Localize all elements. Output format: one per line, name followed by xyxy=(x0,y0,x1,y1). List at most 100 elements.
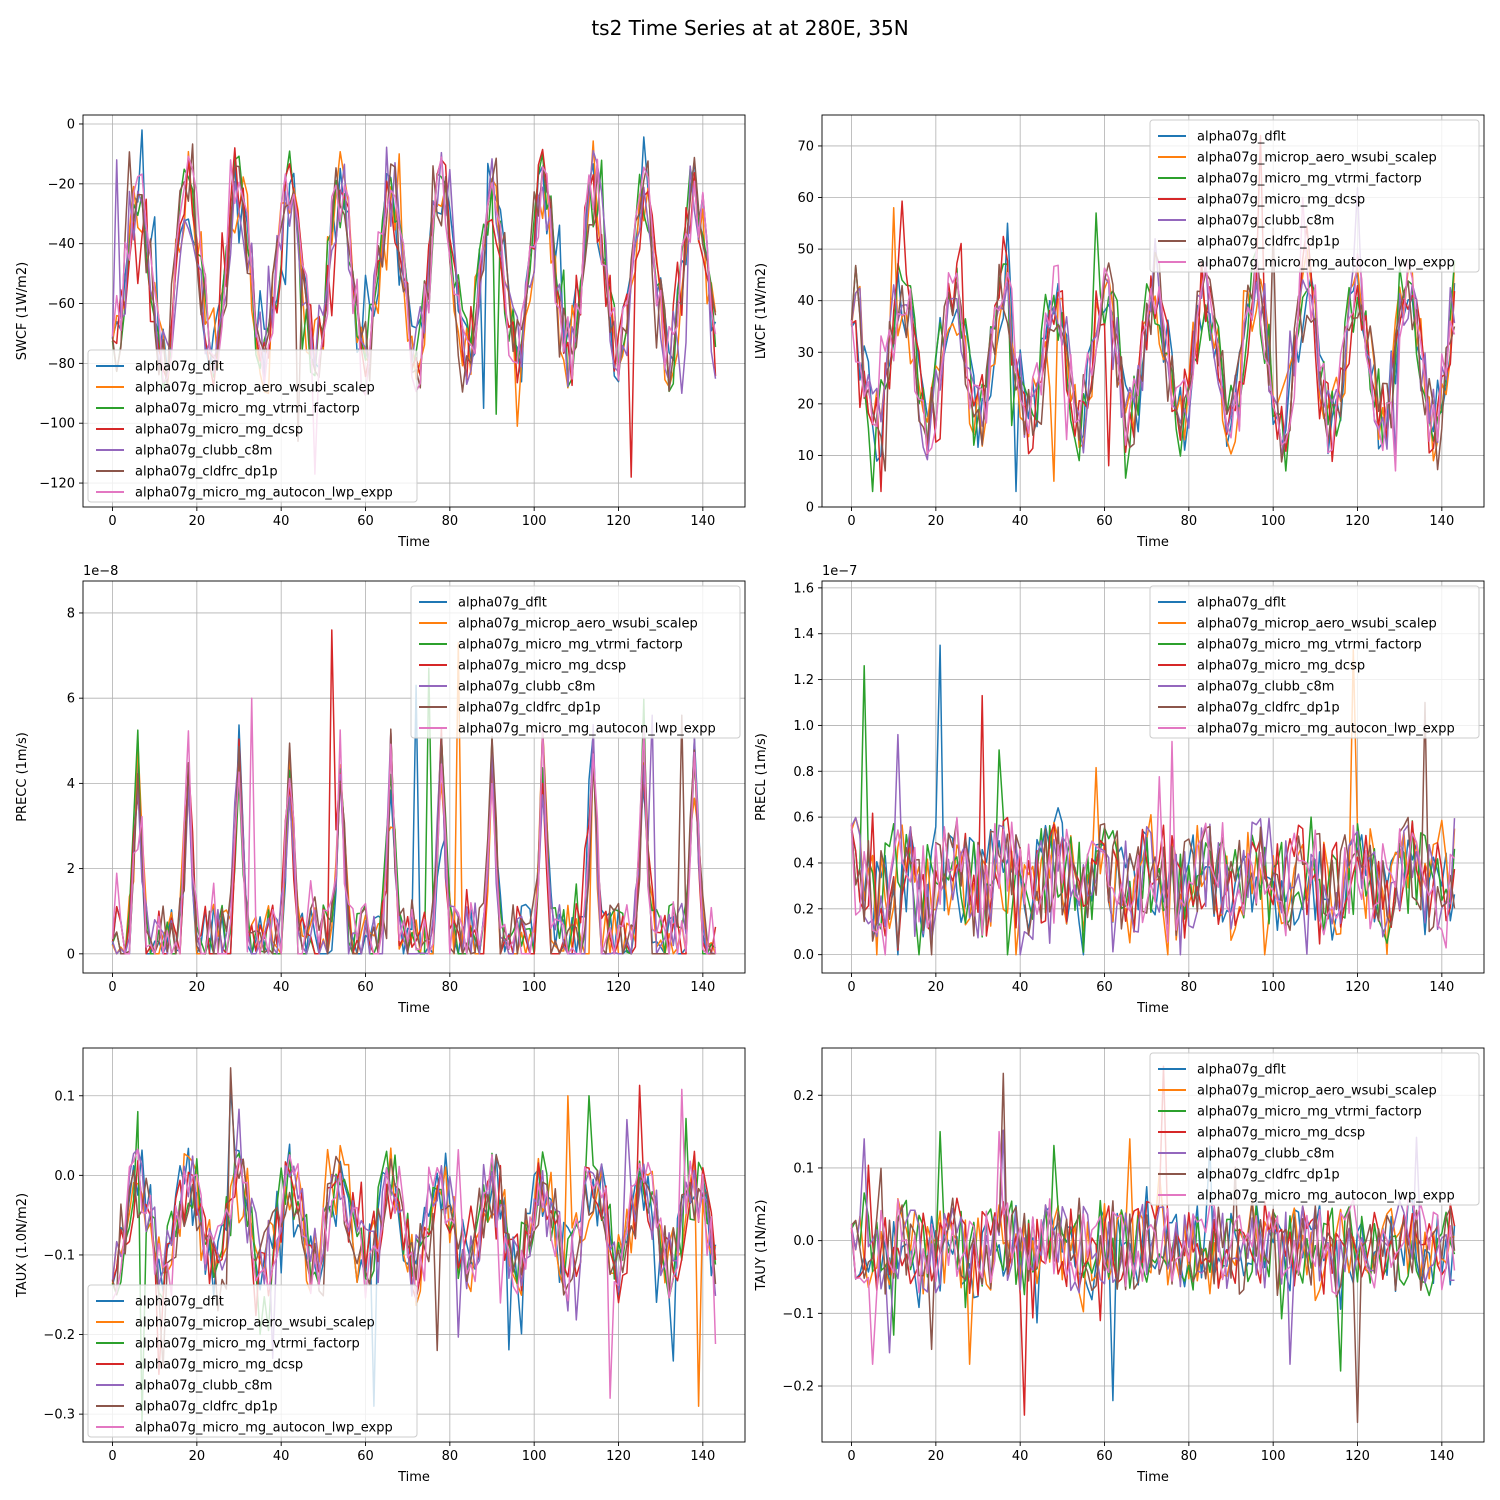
legend-label-alpha07g-clubb-c8m: alpha07g_clubb_c8m xyxy=(1197,1147,1334,1162)
legend-label-alpha07g-micro-mg-vtrmi-factorp: alpha07g_micro_mg_vtrmi_factorp xyxy=(135,1337,360,1352)
legend-label-alpha07g-microp-aero-wsubi-scalep: alpha07g_microp_aero_wsubi_scalep xyxy=(135,1316,375,1331)
legend: alpha07g_dflt alpha07g_microp_aero_wsubi_… xyxy=(1149,585,1480,739)
x-tick-label: 20 xyxy=(928,980,945,995)
legend-box xyxy=(87,1284,418,1438)
y-tick-label: 2 xyxy=(67,862,75,877)
y-axis-label: LWCF (1W/m2) xyxy=(754,263,769,359)
x-tick-label: 100 xyxy=(1261,1449,1286,1464)
x-tick-label: 60 xyxy=(357,980,374,995)
x-tick-label: 80 xyxy=(442,980,459,995)
x-axis-label: Time xyxy=(1136,1470,1169,1485)
x-tick-label: 140 xyxy=(1429,980,1454,995)
x-tick-label: 20 xyxy=(189,514,206,529)
series-line-alpha07g-micro-mg-vtrmi-factorp xyxy=(850,665,1456,956)
y-tick-label: 1.2 xyxy=(793,673,814,688)
legend-label-alpha07g-micro-mg-dcsp: alpha07g_micro_mg_dcsp xyxy=(1197,193,1365,208)
swcf-panel: 0 20 40 60 80 100 120 140 −120 −100 −80 −60 −40 −20 0 T… xyxy=(15,114,746,550)
legend-label-alpha07g-clubb-c8m: alpha07g_clubb_c8m xyxy=(1197,214,1334,229)
series-lines xyxy=(850,644,1456,956)
y-tick-label: 0.4 xyxy=(793,856,814,871)
y-tick-label: −120 xyxy=(39,477,75,492)
legend-label-alpha07g-micro-mg-vtrmi-factorp: alpha07g_micro_mg_vtrmi_factorp xyxy=(1197,638,1422,653)
axes-frame xyxy=(821,114,1485,508)
legend: alpha07g_dflt alpha07g_microp_aero_wsubi_… xyxy=(87,1284,418,1438)
taux-panel: 0 20 40 60 80 100 120 140 −0.3 −0.2 −0.1 0.0 0.1 Time… xyxy=(15,1047,746,1485)
precc-panel: 0 20 40 60 80 100 120 140 0 2 4 6 8 1e−8 Time PRECC (1m… xyxy=(15,564,746,1016)
y-tick-label: 0.2 xyxy=(793,902,814,917)
legend-label-alpha07g-micro-mg-dcsp: alpha07g_micro_mg_dcsp xyxy=(1197,1126,1365,1141)
x-tick-label: 100 xyxy=(522,980,547,995)
x-axis-label: Time xyxy=(1136,1001,1169,1016)
legend-box xyxy=(87,349,418,503)
x-tick-label: 0 xyxy=(108,1449,116,1464)
x-tick-label: 140 xyxy=(690,1449,715,1464)
x-tick-label: 0 xyxy=(847,1449,855,1464)
x-axis-label: Time xyxy=(1136,535,1169,550)
legend-label-alpha07g-cldfrc-dp1p: alpha07g_cldfrc_dp1p xyxy=(1197,235,1340,250)
legend-label-alpha07g-cldfrc-dp1p: alpha07g_cldfrc_dp1p xyxy=(135,1400,278,1415)
series-line-alpha07g-micro-mg-autocon-lwp-expp xyxy=(111,1088,717,1399)
legend-label-alpha07g-micro-mg-autocon-lwp-expp: alpha07g_micro_mg_autocon_lwp_expp xyxy=(458,722,716,737)
x-tick-label: 20 xyxy=(928,1449,945,1464)
legend-label-alpha07g-micro-mg-vtrmi-factorp: alpha07g_micro_mg_vtrmi_factorp xyxy=(1197,172,1422,187)
tauy-panel: 0 20 40 60 80 100 120 140 −0.2 −0.1 0.0 0.1 0.2 Time T… xyxy=(754,1047,1485,1485)
x-tick-label: 120 xyxy=(606,980,631,995)
series-line-alpha07g-cldfrc-dp1p xyxy=(111,714,716,955)
y-tick-label: 8 xyxy=(67,606,75,621)
y-tick-label: 20 xyxy=(797,397,814,412)
y-tick-label: 0.0 xyxy=(793,948,814,963)
x-tick-label: 0 xyxy=(847,980,855,995)
x-tick-label: 20 xyxy=(189,1449,206,1464)
y-axis-label: PRECL (1m/s) xyxy=(754,733,769,821)
legend-label-alpha07g-microp-aero-wsubi-scalep: alpha07g_microp_aero_wsubi_scalep xyxy=(458,617,698,632)
x-tick-label: 100 xyxy=(522,514,547,529)
y-tick-label: 4 xyxy=(67,777,75,792)
legend-label-alpha07g-micro-mg-dcsp: alpha07g_micro_mg_dcsp xyxy=(1197,659,1365,674)
x-tick-label: 120 xyxy=(1345,980,1370,995)
y-tick-label: −100 xyxy=(39,417,75,432)
precl-panel: 0 20 40 60 80 100 120 140 0.0 0.2 0.4 0.6 0.8 1.0 1.2 1… xyxy=(754,564,1485,1016)
y-tick-label: 1.0 xyxy=(793,719,814,734)
axes-frame xyxy=(821,1047,1485,1443)
legend-label-alpha07g-dflt: alpha07g_dflt xyxy=(1197,1063,1286,1078)
x-tick-label: 80 xyxy=(1181,1449,1198,1464)
legend-box xyxy=(410,585,741,739)
y-tick-label: 0.0 xyxy=(54,1169,75,1184)
x-tick-label: 40 xyxy=(1012,980,1029,995)
x-tick-label: 100 xyxy=(522,1449,547,1464)
y-tick-label: 0.1 xyxy=(793,1161,814,1176)
y-tick-label: 30 xyxy=(797,346,814,361)
y-axis-label: PRECC (1m/s) xyxy=(15,732,30,822)
y-tick-label: 6 xyxy=(67,692,75,707)
x-tick-label: 120 xyxy=(1345,514,1370,529)
y-tick-label: −0.2 xyxy=(43,1328,75,1343)
x-tick-label: 100 xyxy=(1261,514,1286,529)
y-tick-label: 0.2 xyxy=(793,1089,814,1104)
legend-label-alpha07g-micro-mg-autocon-lwp-expp: alpha07g_micro_mg_autocon_lwp_expp xyxy=(1197,1189,1455,1204)
legend: alpha07g_dflt alpha07g_microp_aero_wsubi_… xyxy=(1149,1052,1480,1206)
legend-label-alpha07g-micro-mg-vtrmi-factorp: alpha07g_micro_mg_vtrmi_factorp xyxy=(458,638,683,653)
x-tick-label: 120 xyxy=(606,1449,631,1464)
legend-label-alpha07g-microp-aero-wsubi-scalep: alpha07g_microp_aero_wsubi_scalep xyxy=(1197,151,1437,166)
axes-frame xyxy=(82,1047,746,1443)
legend-label-alpha07g-clubb-c8m: alpha07g_clubb_c8m xyxy=(1197,680,1334,695)
x-tick-label: 60 xyxy=(1096,1449,1113,1464)
x-axis-label: Time xyxy=(397,1001,430,1016)
legend: alpha07g_dflt alpha07g_microp_aero_wsubi_… xyxy=(87,349,418,503)
legend-label-alpha07g-cldfrc-dp1p: alpha07g_cldfrc_dp1p xyxy=(458,701,601,716)
y-tick-label: 0.6 xyxy=(793,811,814,826)
legend-label-alpha07g-micro-mg-dcsp: alpha07g_micro_mg_dcsp xyxy=(135,423,303,438)
legend-label-alpha07g-cldfrc-dp1p: alpha07g_cldfrc_dp1p xyxy=(1197,1168,1340,1183)
legend-label-alpha07g-micro-mg-autocon-lwp-expp: alpha07g_micro_mg_autocon_lwp_expp xyxy=(1197,256,1455,271)
lwcf-panel: 0 20 40 60 80 100 120 140 0 10 20 30 40 50 60 70 Time LWC… xyxy=(754,114,1485,550)
series-line-alpha07g-cldfrc-dp1p xyxy=(850,701,1456,956)
x-tick-label: 60 xyxy=(357,1449,374,1464)
legend-label-alpha07g-micro-mg-autocon-lwp-expp: alpha07g_micro_mg_autocon_lwp_expp xyxy=(1197,722,1455,737)
legend-label-alpha07g-microp-aero-wsubi-scalep: alpha07g_microp_aero_wsubi_scalep xyxy=(1197,1084,1437,1099)
y-tick-label: 0.0 xyxy=(793,1234,814,1249)
y-tick-label: −20 xyxy=(48,177,75,192)
x-tick-label: 20 xyxy=(928,514,945,529)
legend-label-alpha07g-micro-mg-vtrmi-factorp: alpha07g_micro_mg_vtrmi_factorp xyxy=(135,402,360,417)
series-line-alpha07g-micro-mg-autocon-lwp-expp xyxy=(850,196,1456,472)
